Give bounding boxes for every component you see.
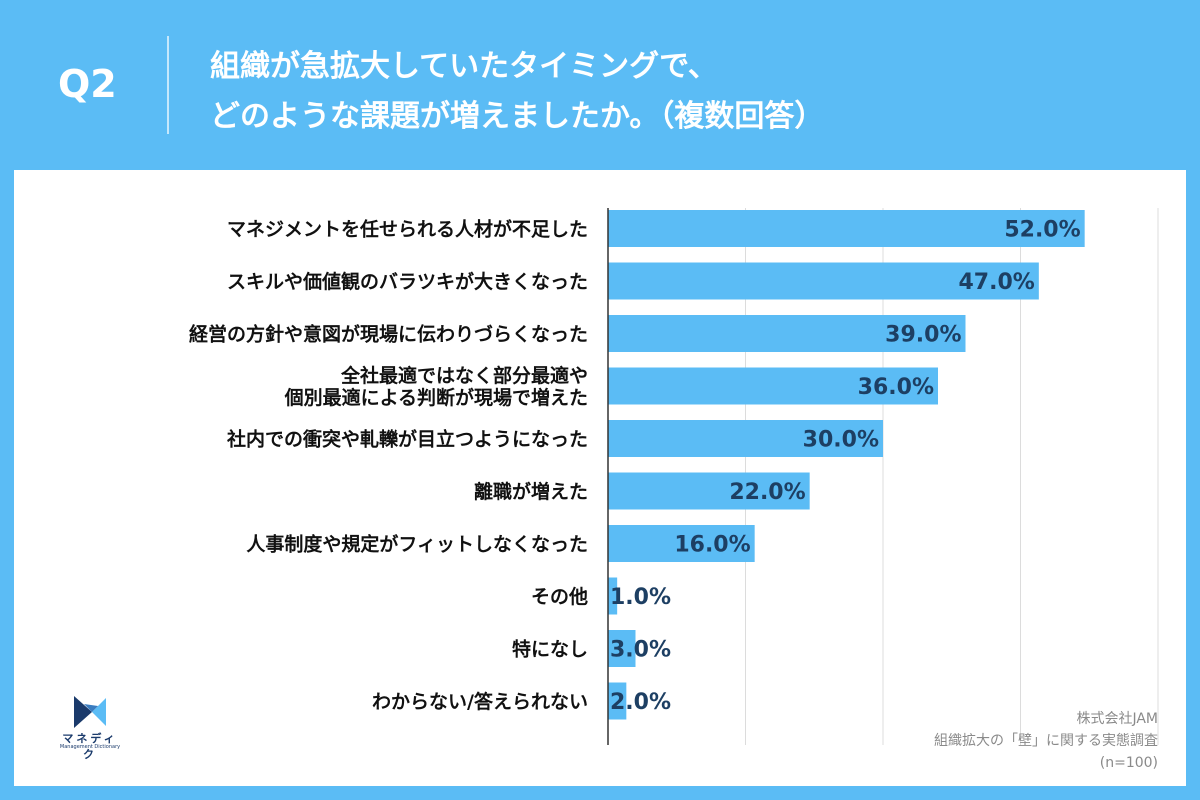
category-label: 経営の方針や意図が現場に伝わりづらくなった (189, 323, 588, 346)
category-label: 人事制度や規定がフィットしなくなった (246, 533, 588, 556)
bar (608, 630, 636, 667)
question-title-line-2: どのような課題が増えましたか。（複数回答） (210, 99, 825, 134)
category-label: 特になし (512, 639, 588, 661)
bar (608, 367, 938, 405)
question-title: 組織が急拡大していたタイミングで、 どのような課題が増えましたか。（複数回答） (210, 42, 824, 142)
value-label: 47.0% (959, 270, 1035, 295)
value-label: 16.0% (674, 533, 750, 558)
value-label: 22.0% (729, 480, 805, 505)
header-divider (167, 36, 169, 134)
logo: マネディク Management Dictionary (58, 694, 122, 761)
bar (608, 577, 618, 615)
category-label: わからない/答えられない (372, 690, 588, 713)
logo-mark-icon (74, 696, 106, 728)
category-label: 離職が増えた (474, 480, 588, 503)
bar (608, 525, 755, 562)
chart-panel: マネジメントを任せられる人材が不足した 52.0% スキルや価値観のバラツキが大きく… (14, 170, 1186, 786)
question-title-line-1: 組織が急拡大していたタイミングで、 (210, 49, 718, 84)
value-label: 3.0% (610, 638, 671, 663)
bar (608, 210, 1085, 247)
value-label: 2.0% (610, 690, 671, 715)
source-note: 株式会社JAM 組織拡大の「壁」に関する実態調査 (n=100) (934, 708, 1158, 774)
bar (608, 682, 627, 720)
value-label: 1.0% (610, 585, 671, 610)
question-label: Q2 (58, 62, 117, 106)
source-company: 株式会社JAM (1076, 711, 1158, 727)
bar (608, 420, 883, 457)
value-label: 36.0% (858, 375, 934, 400)
bar-chart: マネジメントを任せられる人材が不足した 52.0% スキルや価値観のバラツキが大きく… (189, 208, 1159, 745)
logo-text: マネディク (62, 732, 118, 761)
source-survey: 組織拡大の「壁」に関する実態調査 (934, 733, 1158, 749)
bar (608, 472, 810, 510)
bar (608, 262, 1039, 300)
logo-subtext: Management Dictionary (59, 744, 121, 750)
bar (608, 315, 966, 352)
category-label: スキルや価値観のバラツキが大きくなった (227, 270, 588, 293)
category-label: 個別最適による判断が現場で増えた (284, 386, 588, 409)
category-label: 社内での衝突や軋轢が目立つようになった (226, 428, 588, 451)
value-label: 39.0% (885, 323, 961, 348)
source-sample: (n=100) (1099, 755, 1158, 771)
category-label: マネジメントを任せられる人材が不足した (227, 218, 588, 241)
value-label: 52.0% (1004, 218, 1080, 243)
value-label: 30.0% (803, 428, 879, 453)
category-label: 全社最適ではなく部分最適や (340, 364, 588, 387)
category-label: その他 (531, 585, 588, 608)
